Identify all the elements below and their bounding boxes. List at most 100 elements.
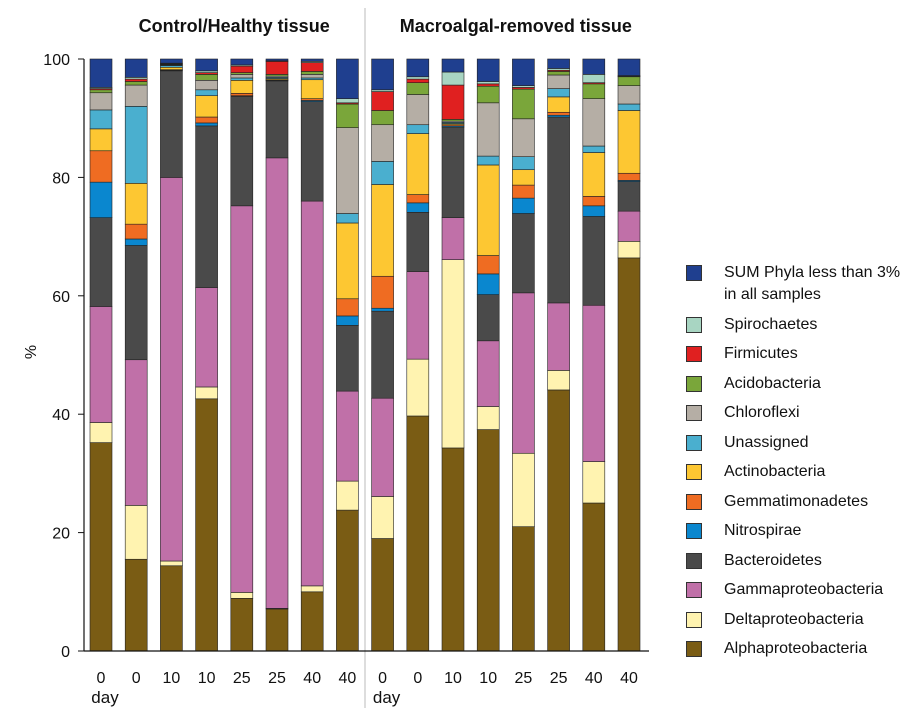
y-tick-label: 20 [52, 526, 70, 543]
bar-segment [406, 124, 430, 134]
bar-segment [124, 223, 148, 240]
legend-swatch [686, 346, 702, 362]
bar-segment [547, 111, 570, 116]
legend-item: Chloroflexi [686, 402, 910, 424]
bar-segment [512, 58, 535, 86]
bar-segment [582, 205, 606, 217]
legend-swatch [686, 464, 702, 480]
legend-swatch [686, 611, 702, 628]
legend-label: Gemmatimonadetes [724, 492, 869, 510]
legend-item: Deltaproteobacteria [686, 609, 910, 631]
bar-segment [300, 591, 324, 652]
legend-swatch [686, 582, 702, 598]
x-tick-label: 0 [132, 670, 141, 687]
bar-segment [547, 71, 570, 76]
x-tick-label: 0 [413, 670, 422, 687]
bar-segment [441, 217, 465, 260]
bar-segment [476, 164, 500, 256]
bar-segment [124, 183, 148, 225]
bar-segment [582, 83, 606, 99]
bar-segment [512, 197, 535, 214]
bar-segment [441, 259, 465, 449]
bar-segment [476, 81, 500, 85]
bar-segment [406, 202, 430, 213]
bar-segment [265, 157, 289, 609]
bar-segment [160, 565, 183, 652]
panel-title: Control/Healthy tissue [139, 16, 330, 36]
bar-segment [406, 358, 430, 417]
bar-segment [441, 447, 465, 652]
bar-segment [582, 216, 606, 306]
bar-segment [336, 509, 359, 652]
bar-segment [547, 389, 570, 652]
bar-segment [406, 194, 430, 204]
x-tick-label: 10 [163, 670, 181, 687]
legend-item: Alphaproteobacteria [686, 638, 910, 660]
bar-segment [89, 92, 113, 111]
bar-segment [371, 310, 394, 399]
bar-segment [512, 184, 535, 199]
bar-segment [512, 526, 535, 652]
bar-segment [124, 84, 148, 107]
bar-segment [300, 58, 324, 62]
bar-segment [371, 184, 394, 277]
bar-segment [582, 461, 606, 504]
x-tick-label: 25 [268, 670, 286, 687]
legend-label: Gammaproteobacteria [724, 581, 884, 598]
bar-segment [195, 116, 218, 124]
legend-item: Bacteroidetes [686, 550, 910, 572]
bar-segment [300, 79, 324, 99]
bar-segment [336, 222, 359, 300]
bar-segment [406, 212, 430, 272]
legend-swatch [686, 434, 702, 451]
bar-segment [195, 287, 218, 388]
y-tick-label: 0 [61, 644, 70, 661]
bar-segment [300, 74, 324, 79]
bar-segment [582, 304, 606, 462]
legend-swatch [686, 552, 702, 569]
bar-segment [371, 161, 394, 185]
bar-segment [336, 298, 359, 317]
bar-segment [371, 307, 394, 312]
y-tick-label: 60 [52, 289, 70, 306]
bar-segment [617, 172, 641, 181]
x-axis-label: day [373, 688, 401, 707]
bar-segment [512, 88, 535, 120]
bar-segment [230, 77, 254, 81]
bar-segment [617, 241, 641, 259]
bar-segment [336, 213, 359, 224]
bar-segment [617, 85, 641, 105]
bar-segment [230, 598, 254, 652]
legend-item: Actinobacteria [686, 461, 910, 483]
bar-segment [336, 390, 359, 482]
bar-segment [441, 58, 465, 73]
bar-segment [160, 70, 183, 178]
y-tick-label: 100 [43, 52, 70, 69]
bar-segment [547, 58, 570, 69]
bar-segment [89, 306, 113, 423]
bar-segment [476, 83, 500, 87]
x-tick-label: 40 [303, 670, 321, 687]
bar-segment [160, 66, 183, 70]
legend-swatch [686, 523, 702, 539]
panel-title: Macroalgal-removed tissue [400, 16, 632, 36]
bar-segment [547, 302, 570, 371]
legend-swatch [686, 641, 702, 657]
bar-segment [230, 93, 254, 97]
x-tick-label: 25 [515, 670, 533, 687]
bar-segment [582, 145, 606, 153]
bar-segment [195, 80, 218, 91]
bar-segment [476, 429, 500, 652]
bar-segment [160, 177, 183, 562]
bar-segment [582, 196, 606, 207]
bar-segment [582, 74, 606, 83]
bar-segment [230, 65, 254, 73]
bar-segment [265, 58, 289, 62]
bar-segment [195, 125, 218, 288]
bar-segment [336, 315, 359, 326]
bar-segment [441, 71, 465, 86]
bar-segment [336, 325, 359, 392]
bar-segment [89, 217, 113, 307]
legend-swatch [686, 493, 702, 510]
